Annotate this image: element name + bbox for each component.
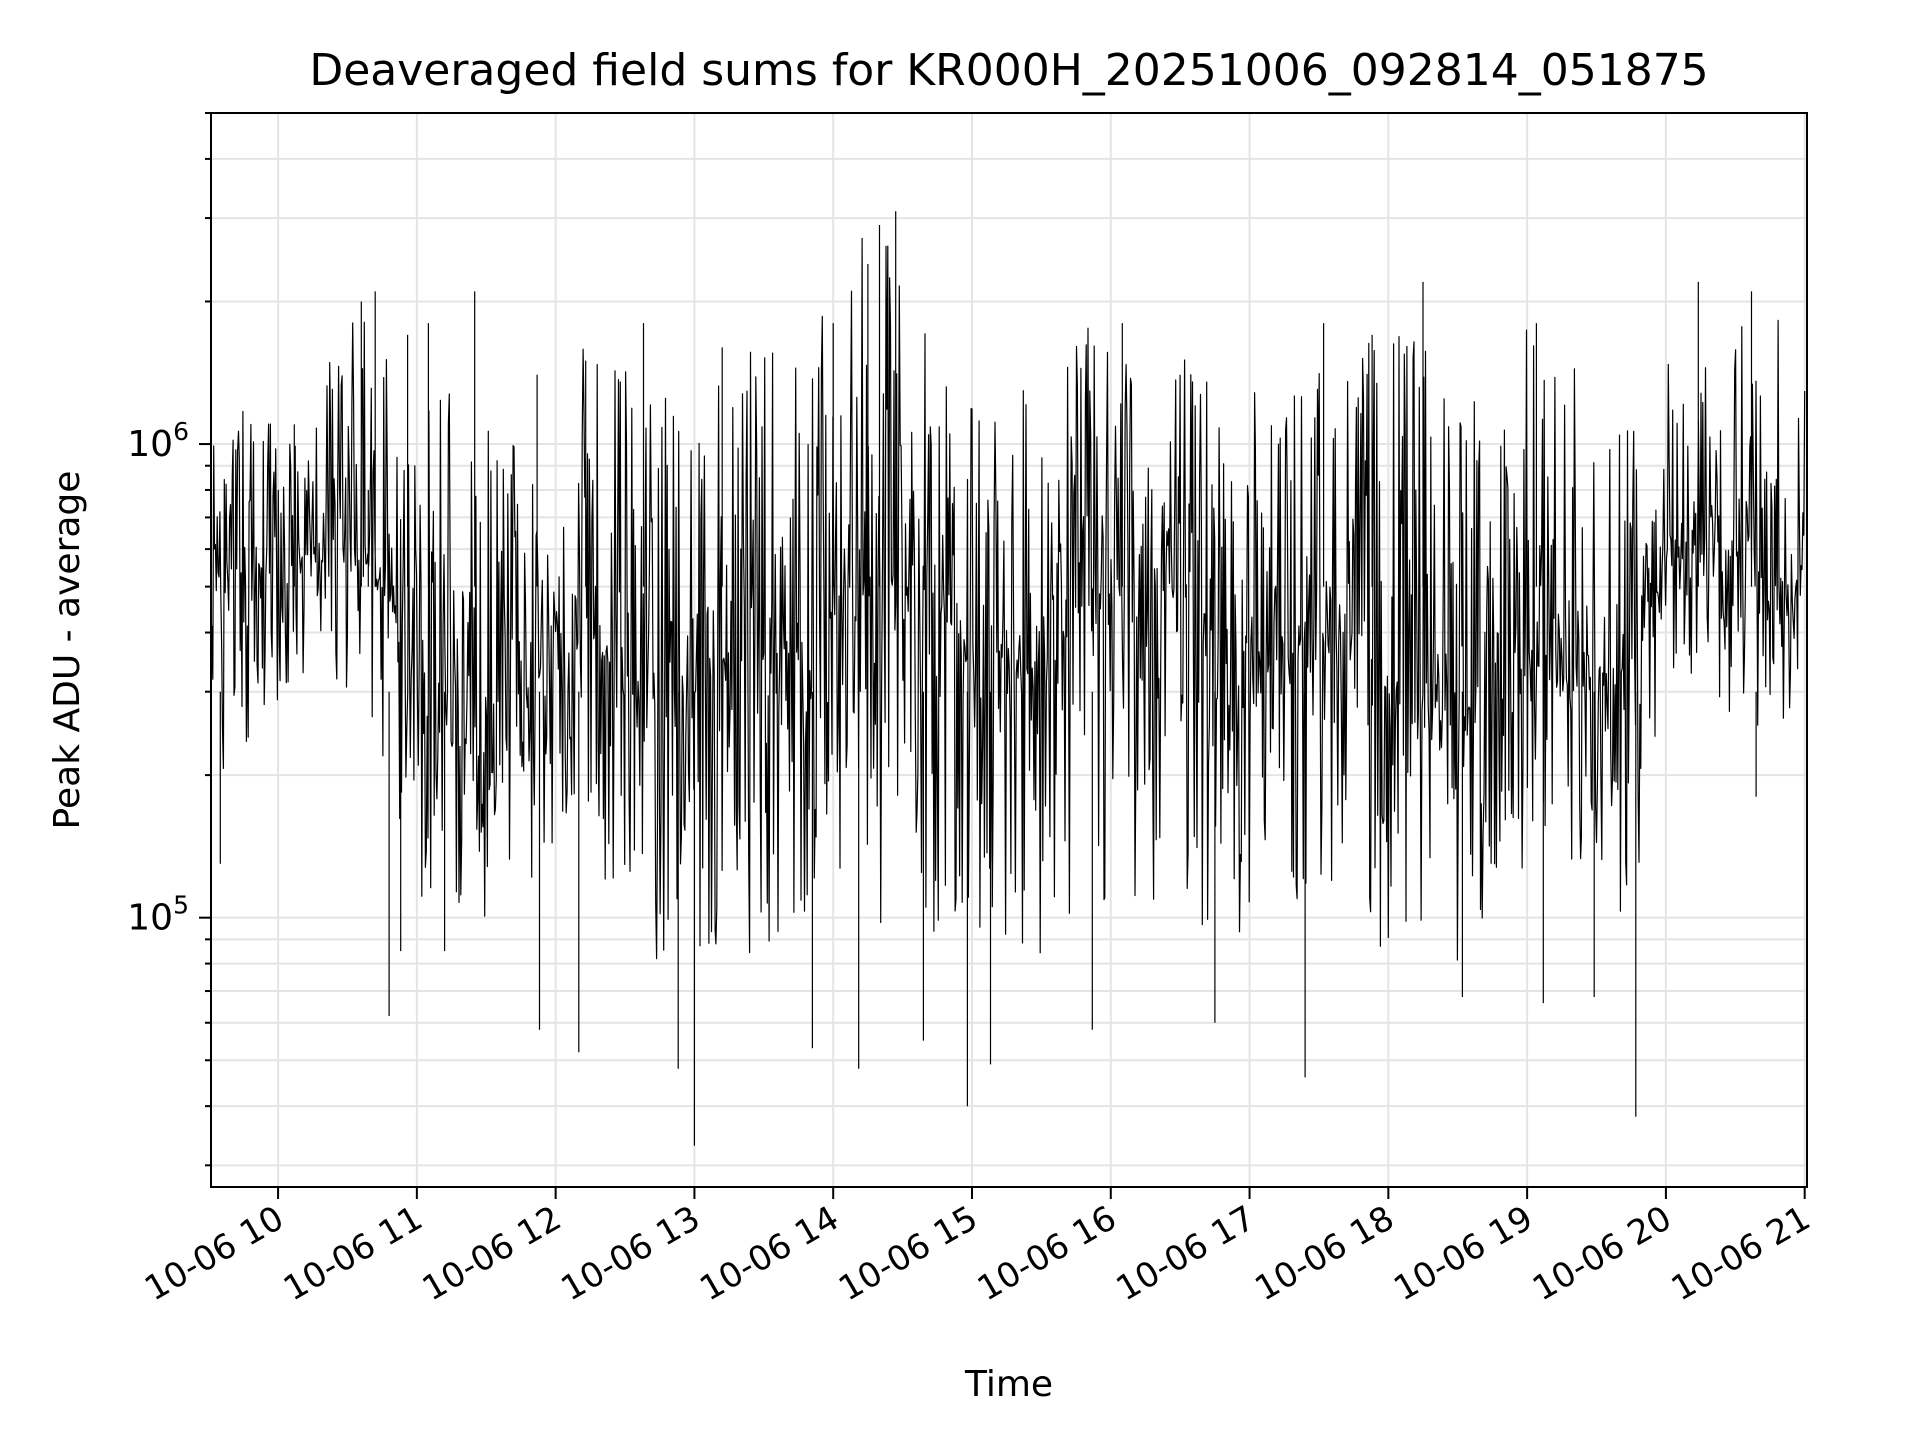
y-tick-label-base: 10 [127, 424, 173, 465]
x-axis-label: Time [964, 1364, 1053, 1405]
y-tick-label: 106 [127, 417, 189, 465]
y-tick-label-exponent: 5 [173, 891, 189, 920]
y-axis-label: Peak ADU - average [47, 471, 88, 830]
y-tick-label-exponent: 6 [173, 417, 189, 446]
y-tick-label-base: 10 [127, 898, 173, 939]
plot-frame [210, 112, 1808, 1188]
chart-title: Deaveraged field sums for KR000H_2025100… [309, 45, 1708, 96]
y-tick-label: 105 [127, 891, 189, 939]
series-line [210, 174, 1808, 1146]
data-layer [210, 174, 1808, 1146]
